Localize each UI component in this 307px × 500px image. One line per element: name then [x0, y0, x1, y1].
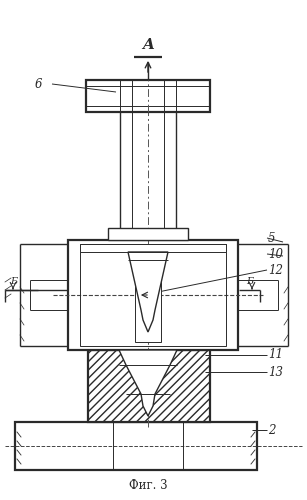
Bar [80, 244, 226, 252]
Bar [15, 422, 257, 470]
Text: 12: 12 [268, 264, 283, 276]
Text: 11: 11 [268, 348, 283, 362]
Text: A: A [142, 38, 154, 52]
Text: Б: Б [246, 277, 253, 286]
Bar [88, 350, 210, 422]
Bar [80, 244, 226, 346]
Bar [68, 240, 238, 350]
Bar [108, 228, 188, 240]
Text: 10: 10 [268, 248, 283, 260]
Text: 6: 6 [34, 78, 42, 90]
Text: 2: 2 [268, 424, 275, 436]
Polygon shape [119, 350, 177, 416]
Text: Фиг. 3: Фиг. 3 [129, 479, 167, 492]
Bar [135, 252, 161, 342]
Bar [86, 80, 210, 112]
Polygon shape [128, 252, 168, 332]
Text: 13: 13 [268, 366, 283, 378]
Text: Б: Б [10, 277, 17, 286]
Text: 5: 5 [268, 232, 275, 244]
